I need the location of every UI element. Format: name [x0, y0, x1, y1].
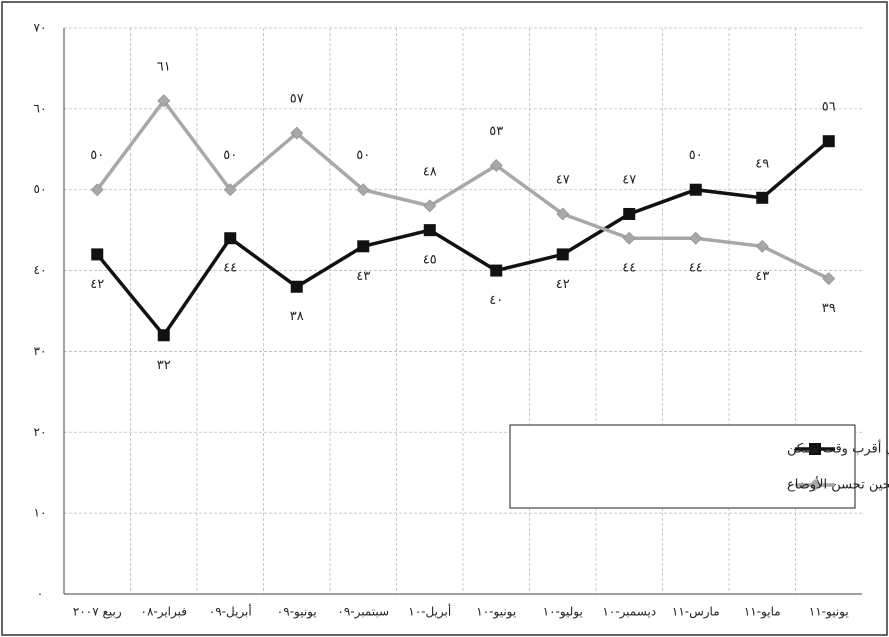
- y-tick-label: ٥٠: [34, 182, 47, 196]
- point: [423, 199, 437, 213]
- data-label: ٥٠: [356, 148, 370, 163]
- data-label: ٤٨: [423, 164, 437, 179]
- point: [423, 224, 436, 237]
- x-tick-label: يوليو-١٠: [543, 605, 583, 620]
- point: [224, 232, 237, 245]
- point: [357, 240, 370, 253]
- point: [556, 207, 570, 221]
- legend-label: سحب القوات في أقرب وقت ممكن: [787, 440, 889, 457]
- point: [755, 239, 769, 253]
- legend-box: [509, 424, 856, 509]
- y-tick-label: ٢٠: [34, 425, 47, 439]
- point: [91, 248, 104, 261]
- point: [756, 191, 769, 204]
- data-label: ٤٤: [689, 261, 703, 276]
- point: [290, 280, 303, 293]
- legend-marker: [809, 443, 821, 455]
- point: [623, 207, 636, 220]
- y-tick-label: ٠: [37, 587, 43, 601]
- y-tick-label: ٦٠: [34, 101, 47, 115]
- point: [622, 231, 636, 245]
- x-tick-label: أبريل-٠٩: [209, 604, 252, 620]
- point: [90, 183, 104, 197]
- x-tick-label: ربيع ٢٠٠٧: [73, 605, 122, 620]
- x-tick-label: فبراير-٠٨: [141, 605, 188, 620]
- data-label: ٥٠: [223, 148, 237, 163]
- x-tick-label: أبريل-١٠: [408, 604, 451, 620]
- data-label: ٥٠: [689, 148, 703, 163]
- data-label: ٥٧: [290, 92, 304, 107]
- data-label: ٤٥: [423, 253, 437, 268]
- data-label: ٤٣: [356, 269, 370, 284]
- x-tick-label: مارس-١١: [672, 605, 720, 620]
- x-tick-label: ديسمبر-١٠: [602, 605, 656, 620]
- point: [223, 183, 237, 197]
- data-label: ٤٢: [90, 277, 104, 292]
- data-label: ٤٤: [223, 261, 237, 276]
- data-label: ٥٦: [822, 100, 836, 115]
- data-label: ٥٣: [489, 124, 503, 139]
- data-label: ٣٢: [157, 358, 171, 373]
- data-label: ٤٧: [622, 172, 636, 187]
- legend-label: الاحتفاظ بالقوات لحين تحسن الأوضاع: [787, 476, 889, 493]
- data-label: ٤٤: [622, 261, 636, 276]
- data-label: ٣٨: [290, 309, 304, 324]
- x-tick-label: يونيو-١١: [809, 605, 849, 620]
- point: [157, 94, 171, 108]
- point: [689, 183, 702, 196]
- x-tick-label: يونيو-٠٩: [277, 605, 317, 620]
- point: [490, 264, 503, 277]
- data-label: ٦١: [157, 59, 171, 74]
- y-tick-label: ١٠: [34, 506, 47, 520]
- point: [822, 272, 836, 286]
- point: [822, 135, 835, 148]
- data-label: ٤٣: [755, 269, 769, 284]
- point: [689, 231, 703, 245]
- point: [556, 248, 569, 261]
- data-label: ٤٠: [489, 293, 503, 308]
- x-tick-label: يونيو-١٠: [476, 605, 516, 620]
- point: [356, 183, 370, 197]
- point: [157, 329, 170, 342]
- series-line: [95, 97, 830, 281]
- legend-marker: [809, 479, 821, 491]
- data-label: ٥٠: [90, 148, 104, 163]
- x-tick-label: سبتمبر-٠٩: [337, 605, 389, 620]
- point: [489, 159, 503, 172]
- series-line: [95, 139, 830, 339]
- y-tick-label: ٤٠: [34, 263, 47, 277]
- point: [290, 126, 304, 140]
- y-tick-label: ٧٠: [34, 21, 47, 35]
- x-tick-label: مايو-١١: [744, 605, 781, 620]
- data-label: ٤٧: [556, 172, 570, 187]
- data-label: ٣٩: [822, 301, 836, 316]
- y-tick-label: ٣٠: [34, 344, 47, 358]
- data-label: ٤٢: [556, 277, 570, 292]
- data-label: ٤٩: [755, 156, 769, 171]
